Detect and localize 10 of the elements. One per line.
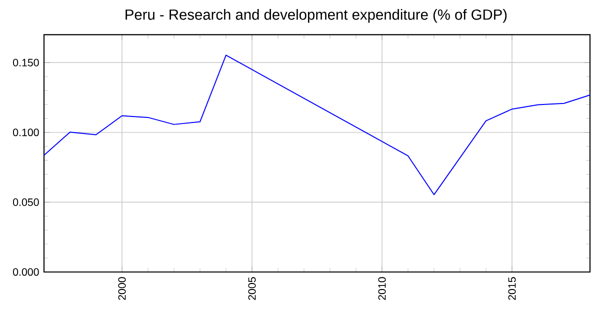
x-tick-label: 2015 (508, 277, 516, 300)
y-tick-label: 0.000 (13, 268, 39, 276)
chart-title: Peru - Research and development expenditure (% of GDP) (126, 9, 507, 23)
y-tick-label: 0.050 (13, 198, 39, 206)
x-tick-label: 2005 (248, 277, 256, 300)
x-tick-label: 2010 (378, 277, 386, 300)
y-tick-label: 0.100 (13, 128, 39, 136)
line-series (44, 54, 590, 196)
x-tick-label: 2000 (118, 277, 126, 300)
y-tick-label: 0.150 (13, 58, 39, 66)
